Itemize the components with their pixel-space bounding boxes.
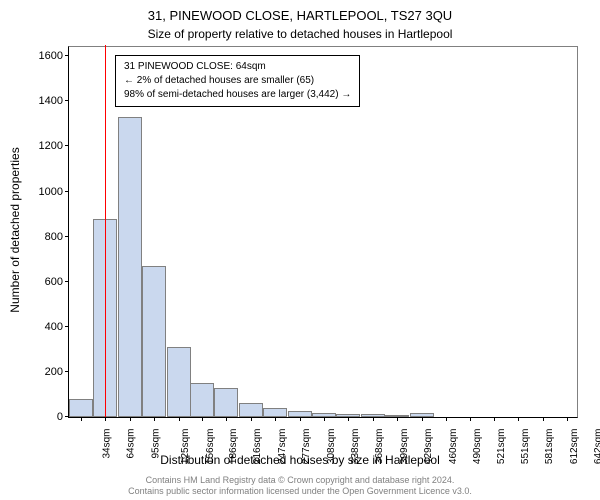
footer-line1: Contains HM Land Registry data © Crown c… (0, 475, 600, 487)
info-box: 31 PINEWOOD CLOSE: 64sqm← 2% of detached… (115, 55, 360, 107)
footer: Contains HM Land Registry data © Crown c… (0, 475, 600, 498)
y-tick-label: 400 (45, 321, 69, 333)
bar (190, 383, 214, 417)
bar (118, 117, 142, 417)
y-tick-label: 600 (45, 276, 69, 288)
bar (142, 266, 166, 417)
x-axis-label: Distribution of detached houses by size … (0, 453, 600, 467)
info-box-line: ← 2% of detached houses are smaller (65) (124, 74, 351, 88)
y-tick-label: 800 (45, 231, 69, 243)
marker-line (105, 45, 106, 417)
y-axis-label: Number of detached properties (8, 147, 22, 312)
footer-line2: Contains public sector information licen… (0, 486, 600, 498)
info-box-line: 31 PINEWOOD CLOSE: 64sqm (124, 60, 351, 74)
bar (167, 347, 191, 417)
bar (263, 408, 287, 417)
plot-area: 0200400600800100012001400160034sqm64sqm9… (68, 46, 578, 418)
chart-container: 31, PINEWOOD CLOSE, HARTLEPOOL, TS27 3QU… (0, 0, 600, 500)
y-tick-label: 0 (57, 411, 69, 423)
y-tick-label: 1600 (39, 50, 69, 62)
chart-subtitle: Size of property relative to detached ho… (0, 23, 600, 41)
bar (239, 403, 263, 417)
y-tick-label: 1000 (39, 186, 69, 198)
bar (69, 399, 93, 417)
y-tick-label: 1200 (39, 140, 69, 152)
bar (214, 388, 238, 417)
y-tick-label: 200 (45, 366, 69, 378)
y-tick-label: 1400 (39, 95, 69, 107)
info-box-line: 98% of semi-detached houses are larger (… (124, 88, 351, 102)
chart-title: 31, PINEWOOD CLOSE, HARTLEPOOL, TS27 3QU (0, 0, 600, 23)
